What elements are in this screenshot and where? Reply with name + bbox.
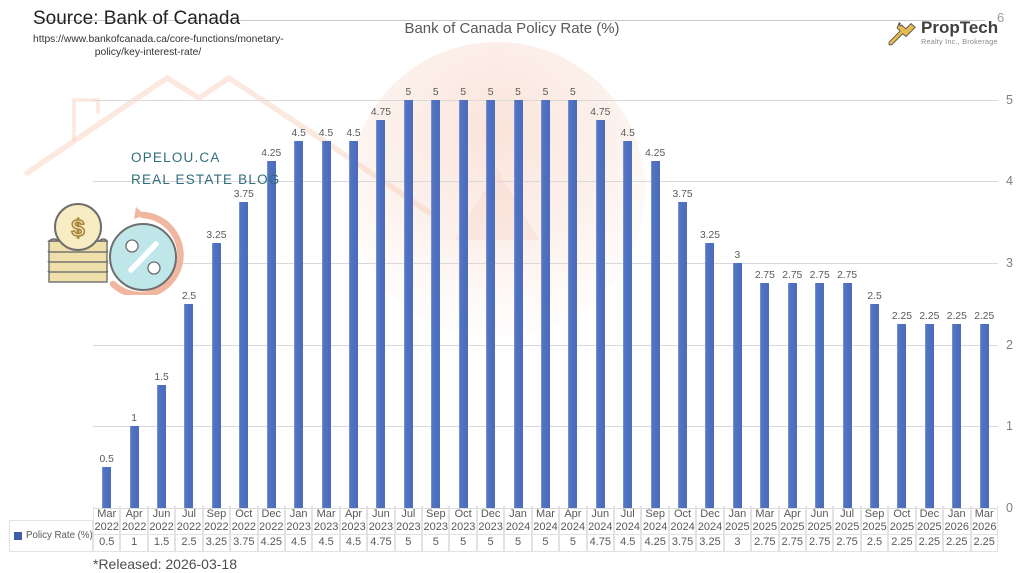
svg-text:$: $ (71, 215, 85, 242)
